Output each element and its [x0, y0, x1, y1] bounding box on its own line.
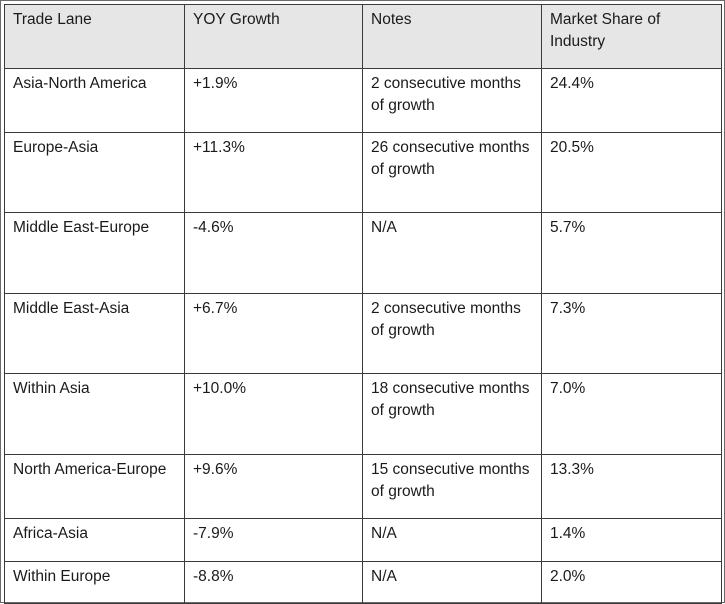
yoy-growth-cell: +11.3%: [184, 132, 363, 213]
table-row: Middle East-Europe -4.6% N/A 5.7%: [4, 212, 722, 294]
notes-cell: 18 consecutive months of growth: [362, 373, 542, 455]
notes-cell: N/A: [362, 518, 542, 562]
yoy-growth-cell: +10.0%: [184, 373, 363, 455]
trade-lane-cell: Within Europe: [4, 561, 185, 604]
market-share-cell: 7.0%: [541, 373, 722, 455]
header-row: Trade Lane YOY Growth Notes Market Share…: [4, 4, 722, 69]
notes-cell: 2 consecutive months of growth: [362, 293, 542, 374]
trade-lane-cell: Middle East-Europe: [4, 212, 185, 294]
yoy-growth-cell: -8.8%: [184, 561, 363, 604]
market-share-cell: 1.4%: [541, 518, 722, 562]
market-share-cell: 24.4%: [541, 68, 722, 133]
notes-cell: N/A: [362, 212, 542, 294]
notes-cell: N/A: [362, 561, 542, 604]
header-market-share: Market Share of Industry: [541, 4, 722, 69]
table-row: Europe-Asia +11.3% 26 consecutive months…: [4, 132, 722, 213]
table-row: Asia-North America +1.9% 2 consecutive m…: [4, 68, 722, 133]
market-share-cell: 13.3%: [541, 454, 722, 519]
market-share-cell: 5.7%: [541, 212, 722, 294]
table-row: Within Asia +10.0% 18 consecutive months…: [4, 373, 722, 455]
notes-cell: 26 consecutive months of growth: [362, 132, 542, 213]
yoy-growth-cell: +6.7%: [184, 293, 363, 374]
notes-cell: 15 consecutive months of growth: [362, 454, 542, 519]
trade-lane-cell: Europe-Asia: [4, 132, 185, 213]
trade-lane-cell: Asia-North America: [4, 68, 185, 133]
header-trade-lane: Trade Lane: [4, 4, 185, 69]
table-row: Africa-Asia -7.9% N/A 1.4%: [4, 518, 722, 562]
yoy-growth-cell: +1.9%: [184, 68, 363, 133]
market-share-cell: 20.5%: [541, 132, 722, 213]
trade-lane-cell: Within Asia: [4, 373, 185, 455]
header-notes: Notes: [362, 4, 542, 69]
table-row: Within Europe -8.8% N/A 2.0%: [4, 561, 722, 604]
trade-lane-table: Trade Lane YOY Growth Notes Market Share…: [4, 4, 722, 604]
notes-cell: 2 consecutive months of growth: [362, 68, 542, 133]
yoy-growth-cell: -7.9%: [184, 518, 363, 562]
yoy-growth-cell: -4.6%: [184, 212, 363, 294]
trade-lane-cell: Africa-Asia: [4, 518, 185, 562]
trade-lane-cell: Middle East-Asia: [4, 293, 185, 374]
trade-lane-cell: North America-Europe: [4, 454, 185, 519]
market-share-cell: 2.0%: [541, 561, 722, 604]
table-row: North America-Europe +9.6% 15 consecutiv…: [4, 454, 722, 519]
market-share-cell: 7.3%: [541, 293, 722, 374]
header-yoy-growth: YOY Growth: [184, 4, 363, 69]
table-row: Middle East-Asia +6.7% 2 consecutive mon…: [4, 293, 722, 374]
yoy-growth-cell: +9.6%: [184, 454, 363, 519]
